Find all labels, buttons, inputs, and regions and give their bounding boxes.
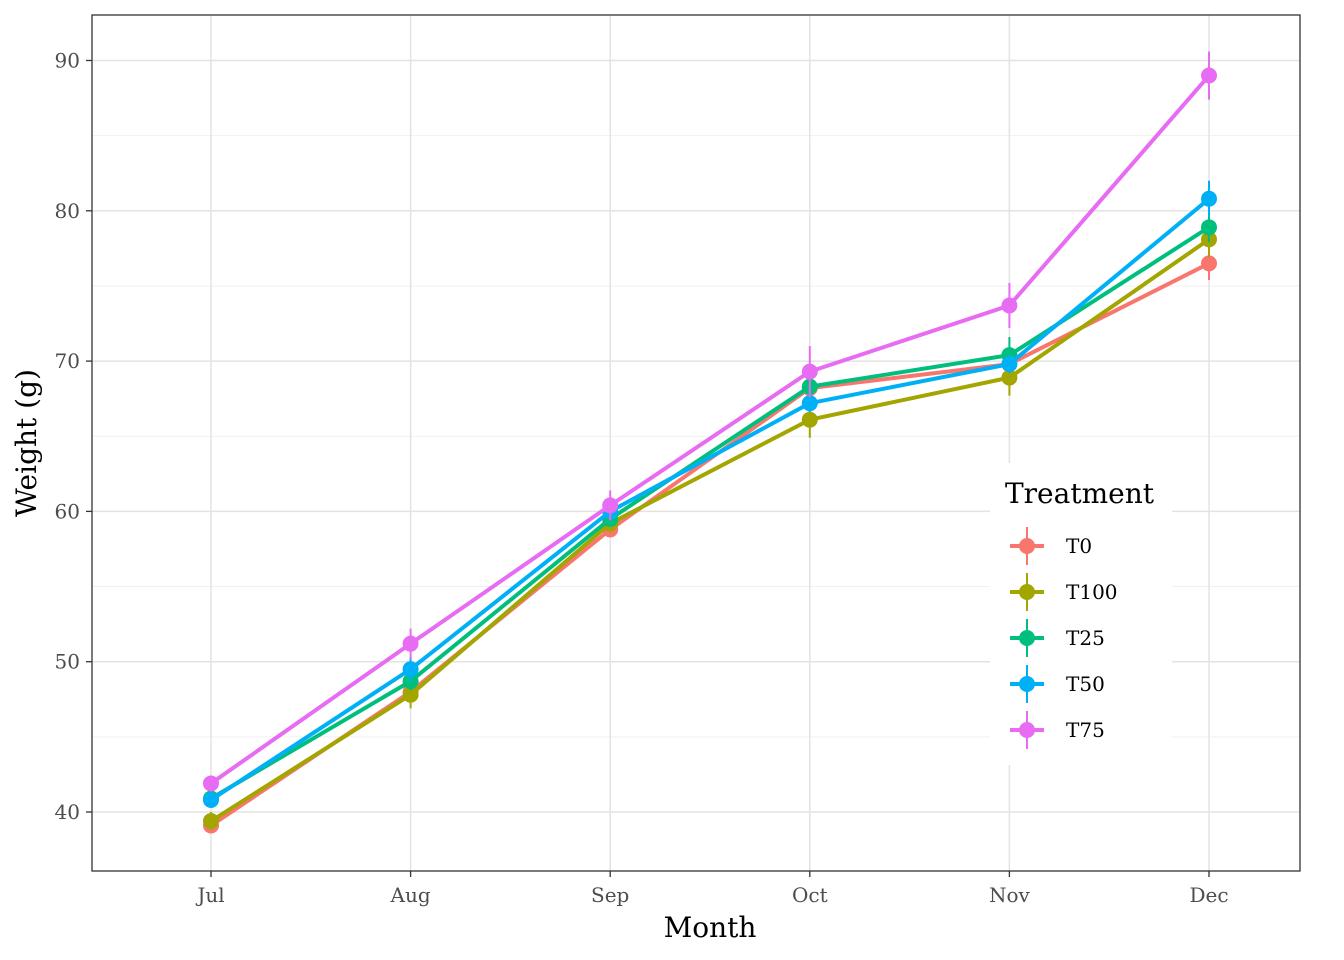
data-point [402, 661, 419, 678]
data-point [1001, 297, 1018, 314]
data-point [1001, 356, 1018, 373]
x-axis: Jul Aug Sep Oct Nov Dec [195, 871, 1229, 907]
data-point [203, 791, 219, 808]
series-line [209, 225, 1211, 801]
legend-label: T75 [1066, 718, 1105, 742]
data-point [1201, 190, 1217, 207]
series-t75 [203, 51, 1217, 792]
x-tick-label: Oct [792, 883, 828, 907]
data-point [402, 686, 419, 703]
x-axis-title: Month [664, 911, 757, 944]
x-tick-label: Sep [591, 883, 629, 907]
y-tick-label: 40 [55, 800, 80, 824]
data-point [1201, 255, 1217, 272]
legend-key-point [1019, 722, 1035, 738]
y-tick-label: 70 [55, 349, 80, 373]
data-point [801, 363, 818, 380]
x-tick-label: Nov [989, 883, 1031, 907]
data-point [203, 775, 219, 792]
data-point [203, 813, 219, 830]
legend-label: T100 [1066, 580, 1118, 604]
legend-label: T25 [1066, 626, 1105, 650]
legend-key-point [1019, 538, 1035, 554]
legend: Treatment T0 T100 T25 T50 T75 [990, 463, 1172, 765]
y-axis: 40 50 60 70 80 90 [55, 49, 92, 824]
legend-items: T0 T100 T25 T50 T75 [1010, 527, 1118, 749]
legend-item-t25: T25 [1010, 619, 1105, 657]
data-point [1201, 67, 1217, 84]
legend-background [990, 463, 1172, 765]
major-gridlines [92, 15, 1300, 871]
data-point [801, 411, 818, 428]
x-tick-label: Aug [390, 883, 431, 907]
x-tick-label: Jul [195, 883, 224, 907]
legend-item-t100: T100 [1010, 573, 1118, 611]
data-point [1201, 219, 1217, 236]
legend-label: T0 [1066, 534, 1092, 558]
legend-title: Treatment [1005, 477, 1155, 510]
legend-label: T50 [1066, 672, 1105, 696]
y-tick-label: 60 [55, 499, 80, 523]
data-point [602, 497, 619, 514]
y-axis-title: Weight (g) [10, 369, 43, 517]
legend-key-point [1019, 630, 1035, 646]
legend-item-t75: T75 [1010, 711, 1105, 749]
series-layer [203, 51, 1217, 834]
legend-item-t0: T0 [1010, 527, 1092, 565]
series-line [209, 74, 1211, 786]
series-line [209, 237, 1211, 823]
y-tick-label: 80 [55, 199, 80, 223]
legend-item-t50: T50 [1010, 665, 1105, 703]
series-t100 [203, 221, 1217, 831]
legend-key-point [1019, 676, 1035, 692]
y-tick-label: 50 [55, 650, 80, 674]
plot-panel-border [91, 14, 1301, 872]
legend-key-point [1019, 584, 1035, 600]
x-tick-label: Dec [1189, 883, 1228, 907]
data-point [1001, 369, 1018, 386]
y-tick-label: 90 [55, 49, 80, 73]
series-t50 [203, 180, 1217, 808]
data-point [402, 635, 419, 652]
data-point [801, 395, 818, 412]
series-line [209, 197, 1211, 802]
